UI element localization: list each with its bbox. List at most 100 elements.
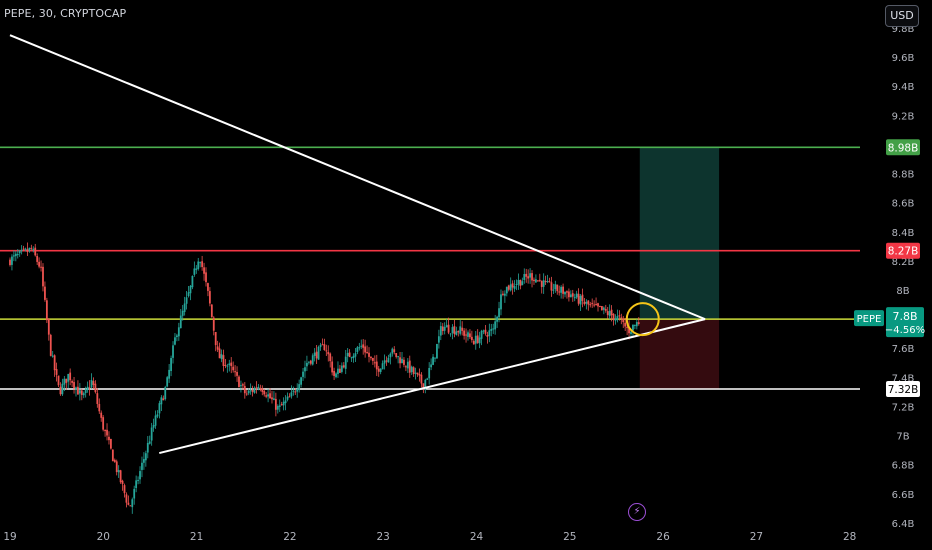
- x-tick-label-7: 26: [656, 531, 670, 543]
- candle-body-202: [401, 358, 403, 364]
- candle-body-137: [274, 398, 277, 410]
- candle-body-195: [387, 357, 390, 363]
- candle-body-286: [564, 291, 566, 295]
- candle-body-190: [377, 368, 380, 372]
- candle-body-220: [436, 343, 438, 359]
- candle-body-281: [554, 284, 557, 290]
- candle-body-257: [507, 285, 510, 290]
- candle-body-4: [16, 254, 19, 256]
- candle-body-219: [434, 357, 436, 359]
- candle-body-273: [538, 279, 541, 281]
- candle-body-51: [108, 436, 110, 441]
- candle-body-238: [470, 336, 473, 341]
- candle-body-10: [28, 247, 31, 251]
- candle-body-22: [51, 355, 54, 357]
- candle-body-289: [569, 294, 572, 298]
- candle-body-259: [511, 283, 514, 288]
- candle-body-32: [71, 381, 74, 383]
- candle-body-94: [191, 275, 194, 288]
- candle-body-1: [11, 256, 13, 265]
- candle-body-152: [304, 367, 306, 372]
- candle-body-49: [104, 429, 106, 432]
- candle-body-314: [618, 315, 621, 317]
- x-tick-label-6: 25: [563, 531, 576, 543]
- candle-body-74: [152, 425, 155, 428]
- x-tick-label-3: 22: [283, 531, 296, 543]
- candle-body-112: [226, 365, 229, 367]
- candle-body-146: [292, 390, 295, 392]
- candle-body-165: [329, 353, 332, 362]
- candle-body-242: [478, 337, 481, 344]
- candle-body-48: [102, 417, 105, 430]
- candle-body-264: [521, 281, 524, 286]
- price-axis[interactable]: 6.4B 6.6B 6.8B 7B 7.2B 7.4B 7.6B 8B 8.2B 8.4B 8.6B…: [854, 24, 925, 530]
- candle-body-323: [635, 322, 638, 327]
- candle-body-254: [502, 293, 504, 295]
- y-tick-label-9: 8.4B: [892, 228, 915, 239]
- candle-body-100: [203, 267, 205, 274]
- candle-body-168: [335, 373, 337, 378]
- candle-body-5: [18, 250, 21, 254]
- candle-body-186: [370, 356, 372, 359]
- x-tick-label-2: 21: [190, 531, 203, 543]
- candle-body-178: [354, 353, 357, 357]
- candle-body-306: [602, 307, 605, 310]
- candle-body-70: [144, 453, 147, 461]
- candle-body-300: [591, 302, 594, 304]
- candle-body-205: [406, 361, 409, 369]
- candle-body-17: [42, 266, 44, 287]
- candle-body-187: [371, 357, 374, 361]
- candle-body-235: [465, 334, 467, 336]
- candle-body-272: [536, 280, 539, 282]
- candle-body-284: [560, 286, 563, 293]
- currency-button[interactable]: USD: [885, 5, 919, 27]
- time-axis[interactable]: 19 20 21 22 23 24 25 26 27 28: [3, 531, 856, 543]
- candle-body-159: [317, 346, 320, 360]
- loss-zone: [639, 319, 720, 390]
- candle-body-250: [494, 321, 497, 330]
- candle-body-6: [20, 249, 23, 251]
- candle-body-231: [457, 330, 460, 333]
- candle-body-91: [185, 297, 188, 304]
- lightning-bolt-icon[interactable]: ⚡: [628, 503, 646, 521]
- candle-body-131: [263, 390, 266, 395]
- candle-body-283: [558, 291, 561, 293]
- highlight-circle: [625, 302, 660, 337]
- candle-body-138: [276, 406, 279, 410]
- x-tick-label-4: 23: [377, 531, 390, 543]
- candle-body-315: [620, 317, 623, 319]
- candle-body-34: [75, 387, 77, 390]
- candle-body-85: [174, 337, 176, 345]
- candle-body-117: [236, 372, 238, 376]
- candlestick-series: [9, 242, 640, 514]
- candle-body-211: [418, 373, 421, 376]
- candle-body-278: [548, 281, 551, 283]
- candle-body-218: [432, 356, 434, 365]
- candle-body-261: [515, 284, 518, 286]
- candle-body-50: [106, 429, 108, 436]
- candle-body-263: [519, 279, 522, 286]
- candle-body-292: [575, 293, 578, 298]
- current-price-label-bg: [886, 307, 924, 338]
- candle-body-275: [542, 280, 545, 287]
- candle-body-324: [637, 322, 640, 325]
- symbol-legend: PEPE, 30, CRYPTOCAP: [4, 7, 127, 20]
- candle-body-130: [261, 388, 264, 392]
- candle-body-53: [111, 449, 114, 462]
- candle-body-316: [622, 318, 625, 323]
- candle-body-201: [399, 357, 401, 364]
- x-tick-label-1: 20: [97, 531, 110, 543]
- candle-body-77: [158, 403, 161, 414]
- candle-body-226: [447, 324, 450, 333]
- candle-body-20: [47, 319, 50, 335]
- candle-body-81: [166, 377, 169, 387]
- candle-body-277: [546, 281, 549, 283]
- candle-body-136: [273, 398, 275, 400]
- current-price-change: −4.56%: [885, 325, 925, 336]
- candle-body-213: [422, 383, 425, 390]
- candle-body-155: [309, 360, 312, 364]
- y-tick-label-3: 7B: [896, 432, 909, 443]
- candle-body-225: [445, 325, 448, 328]
- candle-body-274: [540, 280, 543, 287]
